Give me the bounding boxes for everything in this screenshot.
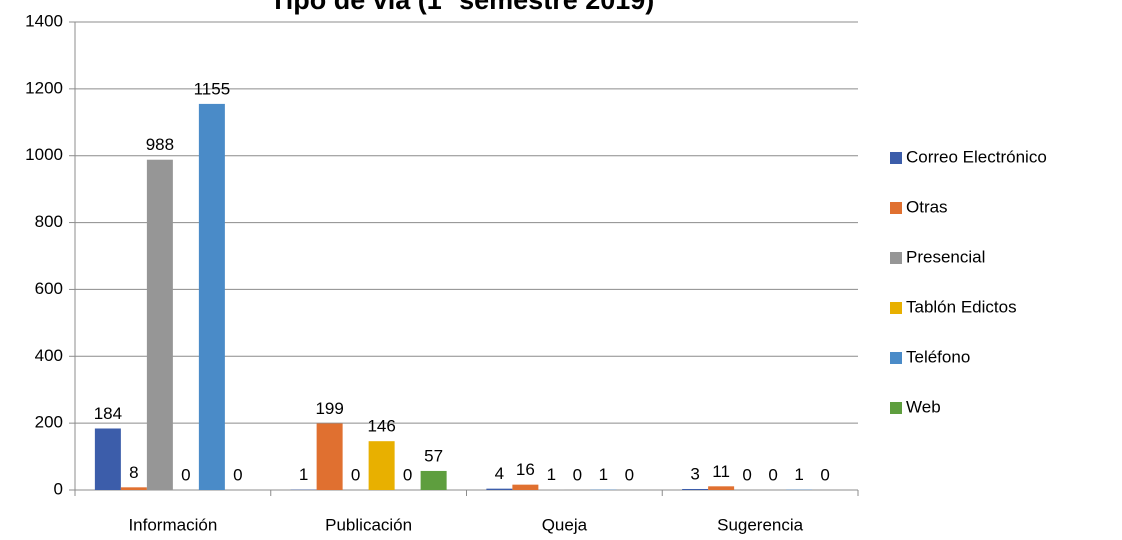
data-label: 0 [625,465,634,484]
data-label: 0 [351,465,360,484]
bar [420,470,447,490]
data-label: 146 [367,417,395,436]
data-label: 1 [599,465,608,484]
data-label: 0 [820,465,829,484]
data-label: 1 [794,465,803,484]
data-label: 1 [299,465,308,484]
data-label: 199 [315,399,343,418]
bar [146,159,173,490]
data-label: 0 [742,465,751,484]
bar [682,488,709,490]
bar [368,441,395,490]
data-label: 0 [181,465,190,484]
legend-label: Otras [906,197,948,216]
x-tick-label: Sugerencia [717,515,804,534]
data-label: 184 [94,404,122,423]
legend-label: Web [906,397,941,416]
y-tick-label: 0 [54,479,63,498]
legend-swatch [890,402,902,414]
x-tick-label: Queja [542,515,588,534]
legend-swatch [890,252,902,264]
x-tick-label: Publicación [325,515,412,534]
legend-swatch [890,152,902,164]
data-label: 0 [573,465,582,484]
legend-swatch [890,202,902,214]
bar [94,428,121,490]
legend-label: Correo Electrónico [906,147,1047,166]
legend-label: Tablón Edictos [906,297,1017,316]
data-label: 57 [424,446,443,465]
y-tick-label: 1400 [25,11,63,30]
bar [316,423,343,490]
x-tick-label: Información [128,515,217,534]
data-label: 1 [547,465,556,484]
legend-label: Presencial [906,247,985,266]
y-tick-label: 200 [35,413,63,432]
bar [120,487,147,490]
data-label: 8 [129,463,138,482]
data-label: 16 [516,460,535,479]
data-label: 0 [768,465,777,484]
legend-swatch [890,352,902,364]
y-tick-label: 1000 [25,145,63,164]
data-label: 0 [403,465,412,484]
y-tick-label: 400 [35,346,63,365]
bar [512,484,539,490]
data-label: 0 [233,465,242,484]
data-label: 3 [690,464,699,483]
data-label: 1155 [194,79,231,98]
data-label: 4 [495,464,504,483]
data-label: 11 [712,462,730,481]
bar [198,103,225,491]
data-label: 988 [146,135,174,154]
y-tick-label: 1200 [25,78,63,97]
chart-title: Tipo de vía (1º semestre 2019) [270,0,655,15]
legend-label: Teléfono [906,347,970,366]
y-tick-label: 800 [35,212,63,231]
y-tick-label: 600 [35,279,63,298]
legend-swatch [890,302,902,314]
bar [486,488,513,490]
bar [708,486,735,490]
